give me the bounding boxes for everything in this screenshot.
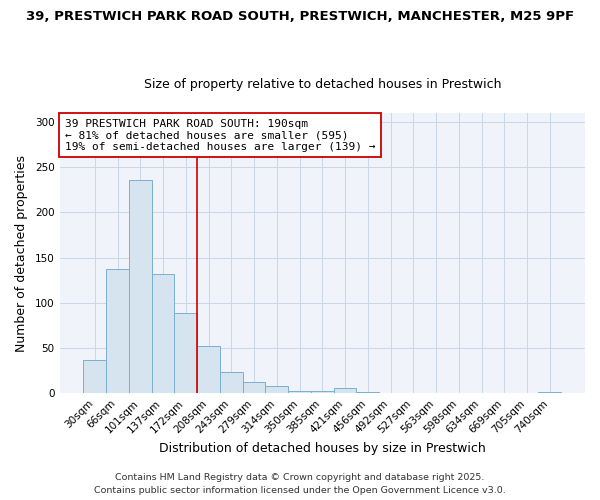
Bar bbox=[129, 180, 152, 394]
Bar bbox=[152, 274, 175, 394]
Text: 39, PRESTWICH PARK ROAD SOUTH, PRESTWICH, MANCHESTER, M25 9PF: 39, PRESTWICH PARK ROAD SOUTH, PRESTWICH… bbox=[26, 10, 574, 23]
Title: Size of property relative to detached houses in Prestwich: Size of property relative to detached ho… bbox=[143, 78, 501, 91]
Bar bbox=[175, 313, 197, 394]
Text: Contains HM Land Registry data © Crown copyright and database right 2025.
Contai: Contains HM Land Registry data © Crown c… bbox=[94, 474, 506, 495]
Bar bbox=[265, 386, 288, 394]
Bar bbox=[106, 268, 129, 394]
X-axis label: Distribution of detached houses by size in Prestwich: Distribution of detached houses by size … bbox=[159, 442, 485, 455]
Bar bbox=[538, 392, 561, 394]
Text: 39 PRESTWICH PARK ROAD SOUTH: 190sqm
← 81% of detached houses are smaller (595)
: 39 PRESTWICH PARK ROAD SOUTH: 190sqm ← 8… bbox=[65, 118, 376, 152]
Bar bbox=[288, 390, 311, 394]
Bar bbox=[311, 390, 334, 394]
Bar bbox=[197, 346, 220, 394]
Bar bbox=[242, 382, 265, 394]
Bar bbox=[334, 388, 356, 394]
Bar bbox=[356, 392, 379, 394]
Bar bbox=[83, 360, 106, 394]
Bar bbox=[220, 372, 242, 394]
Y-axis label: Number of detached properties: Number of detached properties bbox=[15, 154, 28, 352]
